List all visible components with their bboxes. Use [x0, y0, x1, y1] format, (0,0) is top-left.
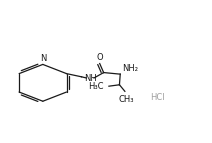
Text: N: N: [40, 54, 46, 63]
Text: O: O: [96, 53, 103, 62]
Text: H₃C: H₃C: [88, 82, 104, 91]
Text: HCl: HCl: [150, 93, 164, 102]
Text: CH₃: CH₃: [119, 95, 134, 104]
Text: NH: NH: [84, 74, 97, 83]
Text: NH₂: NH₂: [122, 64, 138, 74]
